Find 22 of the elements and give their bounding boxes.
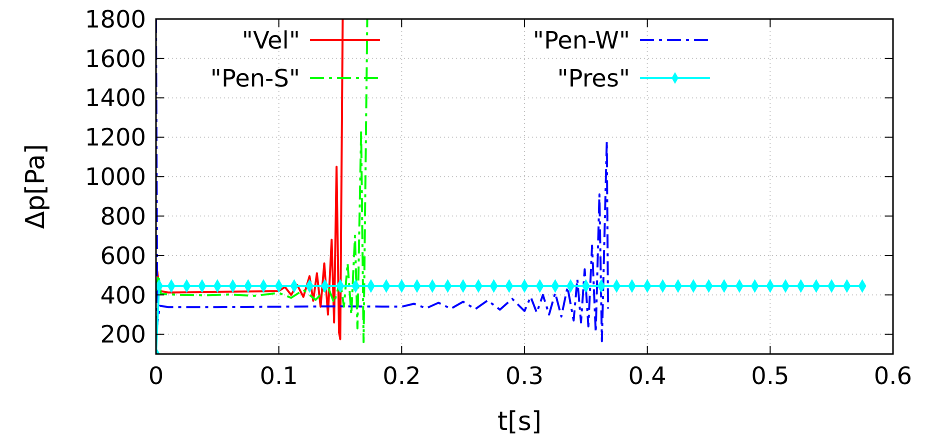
- y-tick-label: 1400: [84, 84, 146, 112]
- legend-label: "Pen-W": [532, 26, 630, 54]
- y-axis-title: Δp[Pa]: [21, 144, 51, 230]
- x-tick-label: 0.5: [751, 362, 790, 390]
- y-tick-label: 200: [100, 320, 146, 349]
- y-tick-label: 400: [100, 281, 146, 310]
- x-tick-label: 0: [148, 362, 164, 390]
- x-tick-label: 0.3: [505, 362, 544, 390]
- x-tick-label: 0.4: [628, 362, 666, 390]
- x-tick-label: 0.2: [382, 362, 421, 390]
- y-tick-label: 1000: [84, 163, 146, 192]
- y-tick-label: 600: [100, 242, 146, 270]
- legend-label: "Pres": [557, 64, 630, 92]
- x-tick-label: 0.1: [260, 362, 298, 390]
- x-tick-label: 0.6: [874, 362, 912, 390]
- legend-label: "Pen-S": [210, 64, 300, 92]
- y-tick-label: 1200: [84, 124, 146, 152]
- y-tick-label: 1600: [84, 44, 146, 73]
- legend-label: "Vel": [242, 26, 300, 54]
- x-axis-title: t[s]: [497, 407, 542, 434]
- y-tick-label: 800: [100, 202, 146, 230]
- y-tick-label: 1800: [84, 5, 146, 34]
